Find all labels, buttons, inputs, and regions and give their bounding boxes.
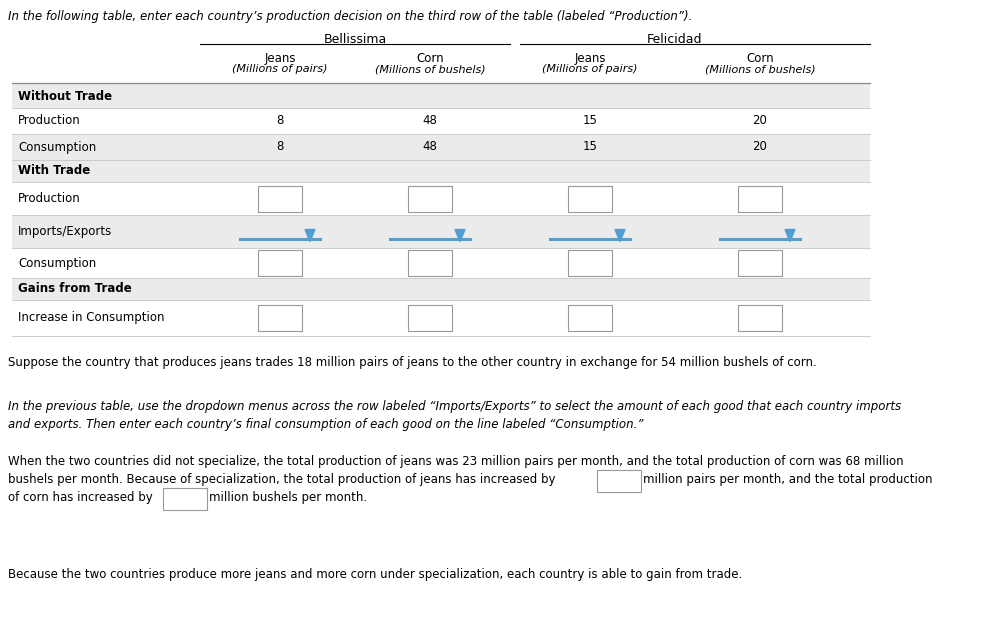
Text: Increase in Consumption: Increase in Consumption <box>18 312 164 325</box>
Text: 15: 15 <box>582 115 597 128</box>
Text: (Millions of bushels): (Millions of bushels) <box>374 64 484 74</box>
Text: of corn has increased by: of corn has increased by <box>8 491 152 504</box>
Text: Imports/Exports: Imports/Exports <box>18 225 112 238</box>
Text: and exports. Then enter each country’s final consumption of each good on the lin: and exports. Then enter each country’s f… <box>8 418 643 431</box>
Bar <box>12 215 870 248</box>
Text: Corn: Corn <box>416 52 443 65</box>
Bar <box>568 250 612 276</box>
Bar <box>162 488 207 510</box>
Bar <box>737 250 781 276</box>
Text: Corn: Corn <box>745 52 773 65</box>
Text: 8: 8 <box>276 141 284 154</box>
Text: Without Trade: Without Trade <box>18 89 112 102</box>
Text: With Trade: With Trade <box>18 165 90 178</box>
Bar <box>12 182 870 215</box>
Bar <box>568 186 612 212</box>
Bar <box>12 134 870 160</box>
Bar <box>258 250 302 276</box>
Text: Because the two countries produce more jeans and more corn under specialization,: Because the two countries produce more j… <box>8 568 741 581</box>
Text: 20: 20 <box>752 141 766 154</box>
Bar <box>407 186 451 212</box>
Bar <box>568 305 612 331</box>
Text: (Millions of bushels): (Millions of bushels) <box>704 64 814 74</box>
Text: 20: 20 <box>752 115 766 128</box>
Bar <box>12 278 870 300</box>
Bar <box>407 305 451 331</box>
Bar <box>258 186 302 212</box>
Text: When the two countries did not specialize, the total production of jeans was 23 : When the two countries did not specializ… <box>8 455 903 468</box>
Text: million bushels per month.: million bushels per month. <box>209 491 367 504</box>
Text: 48: 48 <box>422 115 437 128</box>
Text: Production: Production <box>18 115 80 128</box>
Text: 8: 8 <box>276 115 284 128</box>
Polygon shape <box>784 230 794 241</box>
Bar <box>597 470 640 492</box>
Text: In the following table, enter each country’s production decision on the third ro: In the following table, enter each count… <box>8 10 692 23</box>
Text: million pairs per month, and the total production: million pairs per month, and the total p… <box>642 473 932 486</box>
Text: Felicidad: Felicidad <box>647 33 702 46</box>
Polygon shape <box>305 230 315 241</box>
Text: 48: 48 <box>422 141 437 154</box>
Text: Jeans: Jeans <box>264 52 296 65</box>
Polygon shape <box>615 230 625 241</box>
Bar <box>12 300 870 336</box>
Polygon shape <box>454 230 464 241</box>
Bar <box>12 108 870 134</box>
Bar <box>407 250 451 276</box>
Text: In the previous table, use the dropdown menus across the row labeled “Imports/Ex: In the previous table, use the dropdown … <box>8 400 901 413</box>
Bar <box>258 305 302 331</box>
Bar <box>737 305 781 331</box>
Bar <box>12 248 870 278</box>
Text: bushels per month. Because of specialization, the total production of jeans has : bushels per month. Because of specializa… <box>8 473 555 486</box>
Text: 15: 15 <box>582 141 597 154</box>
Text: (Millions of pairs): (Millions of pairs) <box>232 64 327 74</box>
Text: (Millions of pairs): (Millions of pairs) <box>542 64 637 74</box>
Bar <box>12 160 870 182</box>
Text: Suppose the country that produces jeans trades 18 million pairs of jeans to the : Suppose the country that produces jeans … <box>8 356 815 369</box>
Text: Bellissima: Bellissima <box>323 33 386 46</box>
Bar <box>12 84 870 108</box>
Bar <box>737 186 781 212</box>
Text: Consumption: Consumption <box>18 257 96 270</box>
Text: Gains from Trade: Gains from Trade <box>18 283 131 296</box>
Text: Consumption: Consumption <box>18 141 96 154</box>
Text: Production: Production <box>18 192 80 205</box>
Text: Jeans: Jeans <box>574 52 605 65</box>
